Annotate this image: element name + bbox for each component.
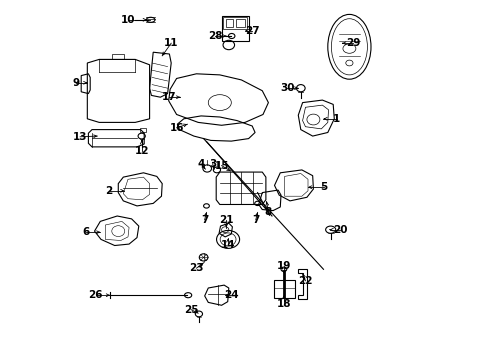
Text: 12: 12: [134, 146, 149, 156]
Text: 18: 18: [277, 299, 291, 309]
Text: 15: 15: [214, 161, 229, 171]
Text: 29: 29: [346, 38, 360, 48]
Text: 2: 2: [105, 186, 113, 196]
Text: 13: 13: [73, 132, 87, 142]
Text: 28: 28: [208, 31, 223, 41]
Text: 17: 17: [162, 92, 177, 102]
Text: 22: 22: [298, 276, 313, 286]
Text: 20: 20: [333, 225, 347, 235]
Text: 25: 25: [184, 305, 198, 315]
Text: 4: 4: [197, 159, 205, 169]
Text: 7: 7: [201, 215, 208, 225]
Text: 9: 9: [72, 78, 79, 88]
Text: 14: 14: [221, 240, 235, 250]
Text: 11: 11: [164, 38, 178, 48]
Text: 7: 7: [252, 215, 260, 225]
Text: 6: 6: [82, 227, 90, 237]
Text: 23: 23: [189, 263, 204, 273]
Text: 24: 24: [224, 290, 239, 300]
Text: 30: 30: [280, 83, 294, 93]
Text: 21: 21: [219, 215, 234, 225]
Text: 26: 26: [88, 290, 103, 300]
Text: 3: 3: [209, 159, 216, 169]
Text: 19: 19: [277, 261, 291, 271]
Text: 5: 5: [320, 182, 328, 192]
Text: 27: 27: [245, 26, 260, 36]
Text: 10: 10: [121, 15, 135, 25]
Text: 16: 16: [170, 123, 184, 133]
Text: 1: 1: [333, 114, 341, 124]
Text: 8: 8: [265, 207, 272, 217]
